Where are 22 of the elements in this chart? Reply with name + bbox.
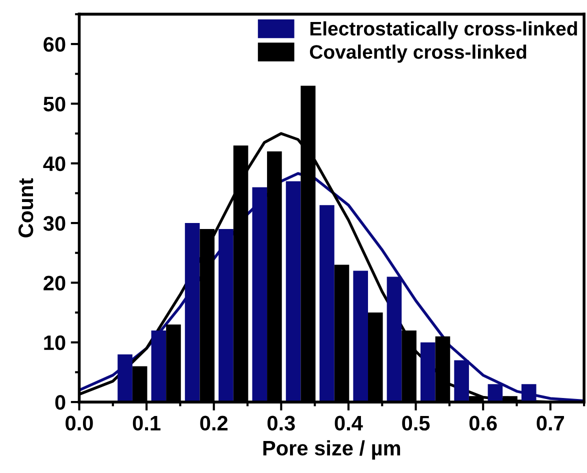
x-tick-label: 0.3 [268, 416, 295, 431]
y-tick-label: 50 [44, 96, 66, 112]
x-tick-label: 0.0 [66, 416, 93, 431]
x-tick-label: 0.4 [334, 416, 363, 431]
bar [353, 270, 368, 402]
bar [420, 342, 436, 402]
x-axis-title: Pore size / µm [263, 440, 400, 460]
legend-label: Covalently cross-linked [310, 44, 526, 63]
x-tick-label: 0.5 [402, 416, 430, 431]
x-tick-label: 0.2 [200, 416, 228, 431]
y-tick-label: 10 [44, 335, 66, 350]
y-tick-label: 60 [44, 37, 66, 52]
bar [320, 205, 334, 402]
y-tick-label: 40 [43, 156, 66, 172]
legend-label: Electrostatically cross-linked [310, 21, 577, 40]
x-tick-label: 0.6 [469, 416, 497, 431]
y-axis-title: Count [18, 178, 34, 238]
x-tick-label: 0.1 [132, 416, 160, 431]
y-tick-label: 30 [43, 216, 66, 231]
y-tick-label: 20 [44, 276, 66, 290]
y-tick-label: 0 [55, 395, 66, 410]
x-tick-label: 0.7 [536, 416, 564, 431]
